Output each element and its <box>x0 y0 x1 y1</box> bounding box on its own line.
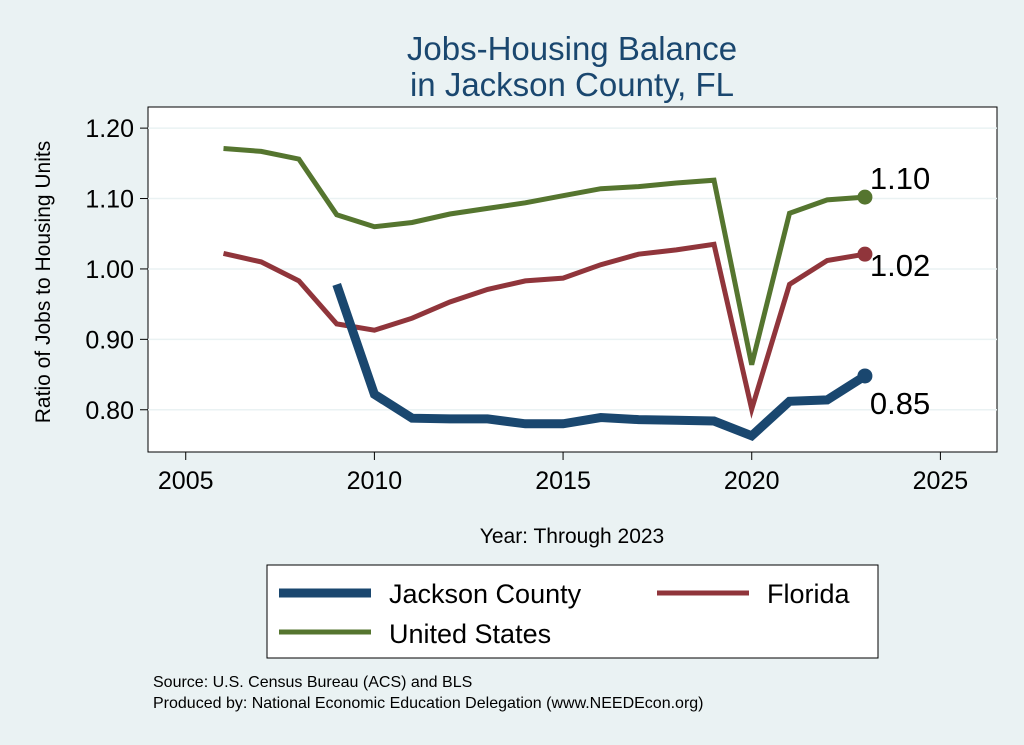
x-tick-label: 2015 <box>535 467 591 495</box>
y-tick-label: 1.00 <box>85 256 134 284</box>
series-line-jackson-county <box>332 282 868 442</box>
y-tick-label: 1.10 <box>85 186 134 214</box>
x-tick-label: 2025 <box>913 467 969 495</box>
x-tick-label: 2005 <box>158 467 214 495</box>
source-line-2: Produced by: National Economic Education… <box>153 695 704 712</box>
end-marker-jackson-county <box>857 368 873 384</box>
end-label-united-states: 1.10 <box>870 161 930 196</box>
series-line-florida <box>222 241 866 419</box>
x-tick-label: 2010 <box>347 467 403 495</box>
chart-title-line-1: Jobs-Housing Balance <box>407 30 737 67</box>
end-marker-florida <box>857 246 873 262</box>
legend-label-jackson-county: Jackson County <box>389 579 582 609</box>
legend: Jackson County Florida United States <box>266 564 879 659</box>
x-tick-label: 2020 <box>724 467 780 495</box>
y-tick-label: 0.80 <box>85 397 134 425</box>
legend-box <box>266 564 879 659</box>
y-axis-label: Ratio of Jobs to Housing Units <box>32 141 55 423</box>
end-label-florida: 1.02 <box>870 248 930 283</box>
legend-label-united-states: United States <box>389 619 551 649</box>
x-axis-label: Year: Through 2023 <box>480 525 665 548</box>
legend-label-florida: Florida <box>767 579 851 609</box>
y-tick-label: 0.90 <box>85 326 134 354</box>
plot-area <box>147 106 998 453</box>
chart-title-line-2: in Jackson County, FL <box>410 66 734 103</box>
end-label-jackson-county: 0.85 <box>870 386 930 421</box>
end-labels: 0.85 1.02 1.10 <box>857 161 930 421</box>
end-marker-united-states <box>857 189 873 205</box>
source-line-1: Source: U.S. Census Bureau (ACS) and BLS <box>153 674 472 691</box>
series-layer <box>222 146 868 442</box>
y-tick-label: 1.20 <box>85 115 134 143</box>
axes: 0.80 0.90 1.00 1.10 1.20 2005 2010 2015 2020 2025 <box>85 115 968 495</box>
series-line-united-states <box>223 146 866 366</box>
